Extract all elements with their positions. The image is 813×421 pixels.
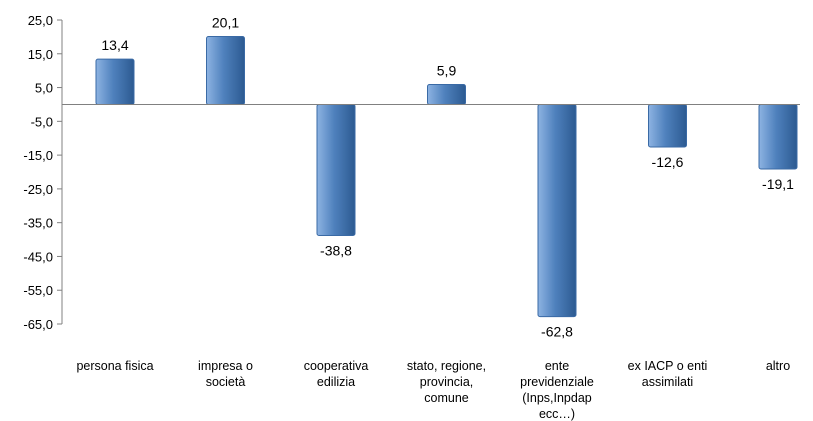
- category-labels: persona fisica impresa o società cooperativ…: [76, 359, 790, 421]
- category-label: stato, regione, provincia, comune: [407, 359, 486, 405]
- category-label-line: assimilati: [642, 375, 693, 389]
- data-labels: 13,4 20,1 -38,8 5,9 -62,8 -12,6 -19,1: [101, 15, 794, 340]
- category-label: ex IACP o enti assimilati: [628, 359, 708, 389]
- y-tick-label: 5,0: [35, 81, 53, 96]
- category-label-line: cooperativa: [304, 359, 369, 373]
- y-tick-label: 15,0: [28, 47, 53, 62]
- y-tick-label: -25,0: [23, 182, 53, 197]
- bar: [537, 103, 577, 318]
- category-label: impresa o società: [198, 359, 253, 389]
- data-label: -19,1: [762, 176, 794, 192]
- data-label: -12,6: [652, 154, 684, 170]
- category-label-line: comune: [424, 391, 469, 405]
- category-label-line: previdenziale: [520, 375, 594, 389]
- category-label-line: provincia,: [420, 375, 474, 389]
- data-label: -62,8: [541, 324, 573, 340]
- bar: [95, 58, 135, 105]
- y-tick-label: -15,0: [23, 148, 53, 163]
- bar: [206, 36, 245, 105]
- category-label-line: ex IACP o enti: [628, 359, 708, 373]
- category-label-line: edilizia: [317, 375, 355, 389]
- data-label: 13,4: [101, 37, 128, 53]
- y-tick-label: -5,0: [31, 114, 53, 129]
- data-label: -38,8: [320, 243, 352, 259]
- bar: [648, 103, 687, 148]
- category-label-line: ecc…): [539, 407, 575, 421]
- category-label-line: ente: [545, 359, 569, 373]
- bar: [758, 103, 798, 170]
- category-label-line: impresa o: [198, 359, 253, 373]
- y-tick-label: -45,0: [23, 249, 53, 264]
- data-label: 20,1: [212, 15, 239, 31]
- y-tick-label: -65,0: [23, 317, 53, 332]
- category-label: altro: [766, 359, 790, 373]
- data-label: 5,9: [437, 63, 457, 79]
- y-axis: 25,0 15,0 5,0 -5,0 -15,0 -25,0 -35,0 -45,0 -55,0…: [23, 13, 63, 332]
- category-label-line: (Inps,Inpdap: [522, 391, 592, 405]
- category-label-line: altro: [766, 359, 790, 373]
- category-label: ente previdenziale (Inps,Inpdap ecc…): [520, 359, 594, 421]
- category-label-line: persona fisica: [76, 359, 153, 373]
- bar: [427, 84, 466, 105]
- category-label-line: stato, regione,: [407, 359, 486, 373]
- y-tick-label: -55,0: [23, 283, 53, 298]
- bars: [95, 36, 798, 318]
- y-tick-label: 25,0: [28, 13, 53, 28]
- y-tick-label: -35,0: [23, 216, 53, 231]
- category-label-line: società: [206, 375, 246, 389]
- category-label: cooperativa edilizia: [304, 359, 369, 389]
- bar: [316, 103, 356, 237]
- category-label: persona fisica: [76, 359, 153, 373]
